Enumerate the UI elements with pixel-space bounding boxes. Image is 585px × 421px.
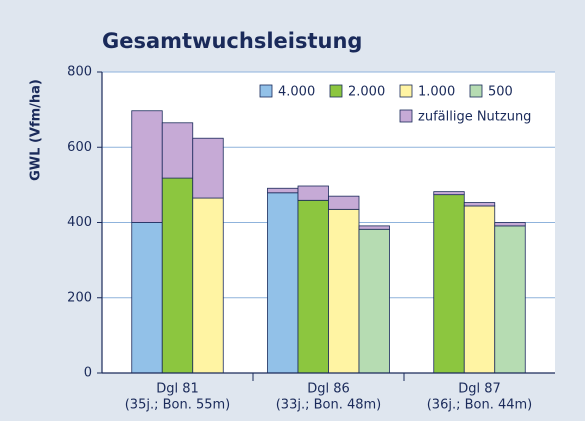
bar — [161, 177, 194, 374]
legend-label: 2.000 — [348, 85, 385, 100]
x-tick-label: Dgl 86 — [307, 382, 350, 397]
bar-extra — [161, 122, 194, 179]
y-tick-label: 800 — [67, 65, 92, 80]
bar-extra — [463, 202, 496, 207]
y-tick-label: 600 — [67, 140, 92, 155]
legend-swatch — [259, 84, 273, 98]
x-tick-label: Dgl 81 — [156, 382, 199, 397]
bar — [463, 205, 496, 374]
x-tick-label: (36j.; Bon. 44m) — [427, 398, 533, 413]
bar — [433, 194, 465, 374]
bar-extra — [267, 187, 299, 194]
x-tick-label: (33j.; Bon. 48m) — [276, 398, 382, 413]
bar — [192, 197, 224, 374]
bar — [297, 199, 329, 374]
chart-title: Gesamtwuchsleistung — [102, 29, 362, 53]
y-axis-label: GWL (Vfm/ha) — [29, 79, 44, 181]
bar-extra — [131, 110, 163, 223]
bar-extra — [328, 195, 360, 210]
legend-swatch — [469, 84, 483, 98]
legend-swatch — [399, 109, 413, 123]
legend-label: 1.000 — [418, 85, 455, 100]
legend-swatch — [399, 84, 413, 98]
bar — [328, 208, 360, 374]
x-tick-label: (35j.; Bon. 55m) — [125, 398, 231, 413]
y-tick-label: 0 — [84, 366, 92, 381]
bar — [131, 222, 163, 374]
legend-label: 4.000 — [278, 85, 315, 100]
bar-extra — [297, 185, 329, 201]
legend-label: zufällige Nutzung — [418, 110, 531, 125]
y-tick-label: 200 — [67, 290, 92, 305]
legend-swatch — [329, 84, 343, 98]
bar-extra — [433, 191, 465, 196]
bar-extra — [192, 137, 224, 199]
bar — [358, 228, 390, 374]
x-tick-label: Dgl 87 — [458, 382, 501, 397]
y-tick-label: 400 — [67, 215, 92, 230]
bar — [494, 225, 526, 374]
legend-label: 500 — [488, 85, 513, 100]
bar — [267, 192, 299, 374]
bar-extra — [358, 225, 390, 230]
bar-extra — [494, 222, 526, 227]
